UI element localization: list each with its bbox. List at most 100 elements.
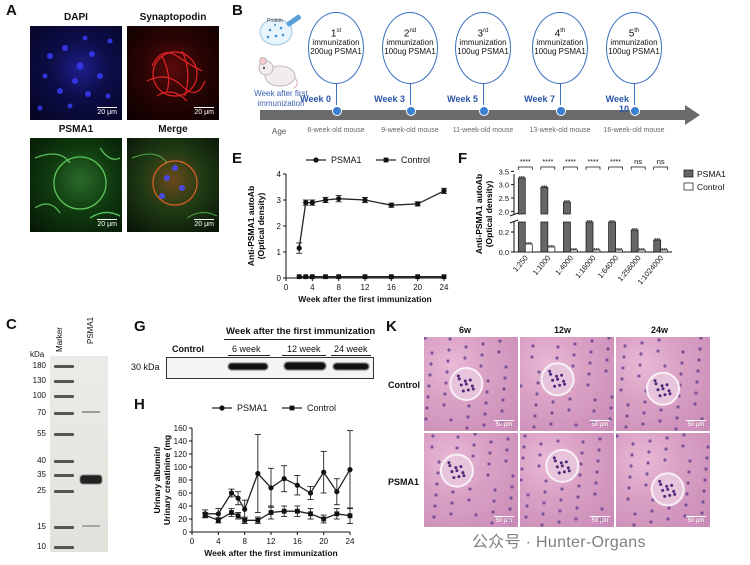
significance-bracket <box>563 166 578 170</box>
cell-nucleus <box>558 509 562 513</box>
glomerulus-nucleus <box>665 484 669 488</box>
cell-nucleus <box>687 470 691 474</box>
y-tick-label: 3.5 <box>499 167 509 176</box>
cell-nucleus <box>649 520 653 524</box>
cell-nucleus <box>657 338 661 342</box>
cell-nucleus <box>645 472 649 476</box>
cell-nucleus <box>599 518 603 522</box>
significance-label: **** <box>565 159 576 166</box>
cell-nucleus <box>579 462 583 466</box>
glomerulus-nucleus <box>553 384 557 388</box>
cell-nucleus <box>464 345 468 349</box>
step-week: Week 10 <box>605 94 629 114</box>
cell-nucleus <box>489 440 493 444</box>
cell-nucleus <box>537 464 541 468</box>
glomerulus-nucleus <box>667 389 671 393</box>
cell-nucleus <box>666 517 670 521</box>
y-axis-label: Urinary albumin/Urinary creatinine (mg <box>152 435 172 525</box>
step-dose: 100ug PSMA1 <box>534 47 586 57</box>
bar-dot <box>658 238 661 240</box>
cell-nucleus <box>487 462 491 466</box>
cell-nucleus <box>574 517 578 521</box>
cell-nucleus <box>685 492 689 496</box>
chart-h: 0 20 40 60 80 100 120 140 160 0 4 8 12 16 20 24 Week aft… <box>152 403 355 558</box>
step-connector <box>336 84 337 105</box>
cell-nucleus <box>637 374 641 378</box>
cell-nucleus <box>638 363 642 367</box>
cell-nucleus <box>627 486 631 490</box>
cell-nucleus <box>597 448 601 452</box>
histology-image: 50 μm <box>424 433 518 527</box>
significance-label: **** <box>588 159 599 166</box>
y-tick-label: 140 <box>174 437 188 446</box>
cell-nucleus <box>429 362 433 366</box>
bar-psma1 <box>517 177 526 215</box>
glomerulus-nucleus <box>673 492 677 496</box>
cell-nucleus <box>643 400 647 404</box>
synaptopodin-scalebar: 20 μm <box>194 107 214 116</box>
cell-nucleus <box>508 507 512 511</box>
cell-nucleus <box>449 512 453 516</box>
lane-psma1-label: PSMA1 <box>86 316 95 344</box>
cell-nucleus <box>610 395 614 399</box>
cell-nucleus <box>560 487 564 491</box>
bar-dot <box>638 248 641 250</box>
cell-nucleus <box>706 445 710 449</box>
glomerulus-nucleus <box>557 471 561 475</box>
cell-nucleus <box>536 381 540 385</box>
cell-nucleus <box>531 344 535 348</box>
merge-title: Merge <box>158 124 188 135</box>
marker-size-label: 130 <box>32 376 46 385</box>
cell-nucleus <box>502 387 506 391</box>
step-dose: 100ug PSMA1 <box>608 47 660 57</box>
marker-size-label: 15 <box>37 522 46 531</box>
bar-psma1 <box>630 229 639 253</box>
glomerulus-nucleus <box>661 488 665 492</box>
cell-nucleus <box>703 478 707 482</box>
cell-nucleus <box>578 473 582 477</box>
chart-f: 2.0 2.5 3.0 3.5 0.0 0.2 Anti-PSMA1 autoAb(Opti… <box>474 157 726 286</box>
cell-nucleus <box>695 380 699 384</box>
y-tick-label: 80 <box>178 476 187 485</box>
cell-nucleus <box>628 475 632 479</box>
cell-nucleus <box>444 381 448 385</box>
step-dose: 200ug PSMA1 <box>310 47 362 57</box>
marker-size-label: 100 <box>32 391 46 400</box>
cell-nucleus <box>435 482 439 486</box>
histology-image: 50 μm <box>616 433 710 527</box>
cell-nucleus <box>698 347 702 351</box>
legend-swatch <box>683 169 694 178</box>
x-axis-label: Week after the first immunization <box>298 294 432 302</box>
immunization-number: 3rd <box>456 27 510 39</box>
data-point-control <box>202 512 208 518</box>
glomerulus-nucleus <box>470 384 474 388</box>
glomerulus-nucleus <box>668 493 672 497</box>
panel-c-label: C <box>6 316 17 333</box>
y-axis-label-line: Urinary albumin/ <box>152 446 162 514</box>
histology-image: 50 μm <box>520 433 614 527</box>
bar-control <box>524 243 533 253</box>
timeline-caption: Week after first immunization <box>254 89 308 108</box>
glomerulus-nucleus <box>553 459 557 463</box>
cell-nucleus <box>621 366 625 370</box>
cell-nucleus <box>443 392 447 396</box>
y-tick-label: 60 <box>178 489 187 498</box>
age-label: Age <box>272 127 287 136</box>
step-num: 1 <box>330 28 337 40</box>
data-point-psma1 <box>336 196 342 202</box>
gel-image <box>50 356 108 552</box>
protein-vial: Protein <box>256 14 304 48</box>
glomerulus-nucleus <box>663 393 667 397</box>
cell-nucleus <box>507 518 511 522</box>
glomerulus-nucleus <box>466 388 470 392</box>
glomerulus-nucleus <box>661 387 665 391</box>
bar-control <box>615 249 623 253</box>
cell-nucleus <box>647 450 651 454</box>
cell-nucleus <box>498 339 502 343</box>
glomerulus-nucleus <box>560 373 564 377</box>
cell-nucleus <box>483 412 487 416</box>
cell-nucleus <box>626 497 630 501</box>
cell-nucleus <box>648 439 652 443</box>
bar-dot <box>654 238 657 240</box>
